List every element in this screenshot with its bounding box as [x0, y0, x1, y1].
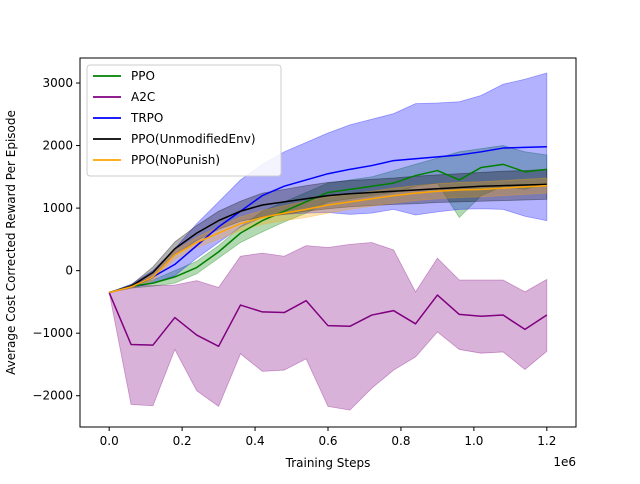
x-axis-ticks: 0.0 0.2 0.4 0.6 0.8 1.0 1.2 [100, 427, 556, 448]
ppo-unmodifiedenv-series-line [108, 183, 547, 294]
y-tick-label: −2000 [32, 389, 73, 403]
x-tick-label: 0.2 [173, 434, 192, 448]
y-axis-label: Average Cost Corrected Reward Per Episod… [4, 110, 18, 375]
ppo-series-line [108, 163, 547, 294]
trpo-legend-label: TRPO [130, 111, 163, 125]
ppo-unmodifiedenv-legend-label: PPO(UnmodifiedEnv) [131, 132, 256, 146]
x-tick-label: 0.6 [318, 434, 337, 448]
y-tick-label: 3000 [42, 76, 73, 90]
ppo-confidence-band [109, 145, 548, 293]
ppo-nopunish-legend-label: PPO(NoPunish) [131, 153, 220, 167]
legend: PPO A2C TRPO PPO(UnmodifiedEnv) PPO(NoPunish… [86, 64, 282, 177]
legend-box [86, 64, 282, 177]
x-axis-label: Training Steps [285, 456, 371, 470]
y-tick-label: −1000 [32, 326, 73, 340]
x-tick-label: 1.0 [464, 434, 483, 448]
y-tick-label: 1000 [42, 201, 73, 215]
ppo-nopunish-series-line [108, 184, 547, 294]
x-tick-label: 0.0 [100, 434, 119, 448]
a2c-series-line [108, 292, 548, 348]
ppo-legend-label: PPO [131, 69, 155, 83]
y-tick-label: 2000 [42, 139, 73, 153]
x-offset-label: 1e6 [553, 455, 576, 469]
y-axis-ticks: −2000 −1000 0 1000 2000 3000 [32, 76, 80, 403]
y-tick-label: 0 [65, 264, 73, 278]
x-tick-label: 0.8 [391, 434, 410, 448]
series-lines [108, 146, 548, 348]
trpo-series-line [108, 146, 547, 294]
a2c-legend-label: A2C [131, 90, 155, 104]
x-tick-label: 1.2 [537, 434, 556, 448]
x-tick-label: 0.4 [246, 434, 265, 448]
